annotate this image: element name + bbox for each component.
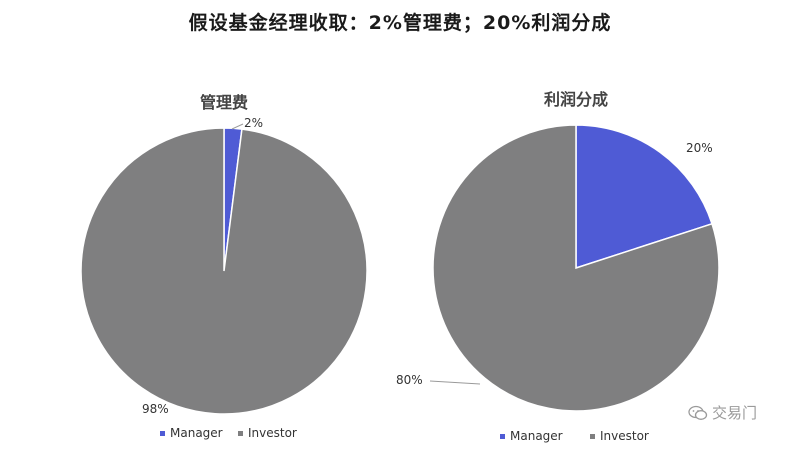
data-label-investor: 80% [396,373,423,387]
leader-line [429,380,481,385]
data-label-manager: 20% [686,141,713,155]
watermark-text: 交易门 [712,404,758,422]
legend-swatch-investor [238,431,243,436]
chart-title-2: 利润分成 [544,90,608,109]
pie-slice-investor [80,127,368,415]
chart-title-1: 管理费 [200,93,248,112]
legend-swatch-manager [160,431,165,436]
legend-label-investor: Investor [248,426,297,440]
legend-swatch-manager [500,434,505,439]
legend-label-manager: Manager [510,429,563,443]
leader-line [231,123,244,130]
data-label-manager: 2% [244,116,263,130]
wechat-icon [688,405,708,420]
page-title: 假设基金经理收取：2%管理费；20%利润分成 [188,12,612,34]
pie-slice-investor [432,124,720,412]
data-label-investor: 98% [142,402,169,416]
watermark: 交易门 [688,402,757,423]
pie-slice-manager [575,124,713,270]
legend-label-investor: Investor [600,429,649,443]
legend-label-manager: Manager [170,426,223,440]
legend-swatch-investor [590,434,595,439]
